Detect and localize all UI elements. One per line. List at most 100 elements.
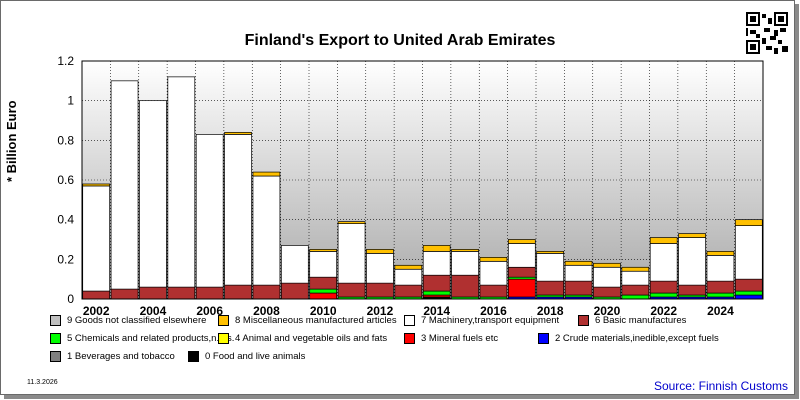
- bar-segment: [337, 221, 366, 224]
- bar-segment: [734, 219, 763, 226]
- bar-segment: [706, 292, 735, 298]
- bar-segment: [422, 245, 451, 252]
- bar-segment: [280, 245, 309, 284]
- bar-segment: [422, 290, 451, 296]
- bar-segment: [536, 251, 565, 254]
- x-tick-label: 2002: [83, 304, 110, 318]
- bar-segment: [564, 280, 593, 296]
- bar-segment: [621, 270, 650, 286]
- y-tick-label: 1: [67, 94, 74, 108]
- bar-segment: [337, 223, 366, 284]
- date-stamp: 11.3.2026: [27, 379, 58, 386]
- bar-segment: [734, 294, 763, 300]
- bar-segment: [139, 286, 167, 300]
- bar-segment: [451, 274, 479, 298]
- bar-segment: [593, 266, 621, 288]
- x-tick-label: 2016: [480, 304, 507, 318]
- bar-segment: [366, 282, 394, 298]
- bar-segment: [309, 292, 338, 300]
- bar-segment: [82, 183, 111, 187]
- bar-segment: [564, 264, 593, 282]
- y-tick-label: 0.8: [57, 133, 74, 147]
- x-tick-label: 2006: [196, 304, 223, 318]
- y-tick-label: 0.6: [57, 173, 74, 187]
- source-label: Source: Finnish Customs: [653, 379, 788, 393]
- bar-segment: [649, 280, 678, 294]
- bar-segment: [110, 288, 139, 300]
- bar-segment: [422, 251, 451, 276]
- bar-segment: [451, 249, 479, 252]
- bar-segment: [564, 260, 593, 266]
- bar-segment: [309, 251, 338, 278]
- bar-segment: [224, 134, 252, 286]
- bar-segment: [309, 276, 338, 290]
- bar-segment: [309, 288, 338, 294]
- bar-segment: [252, 175, 281, 286]
- bar-segment: [734, 278, 763, 292]
- x-tick-label: 2008: [253, 304, 280, 318]
- bar-segment: [507, 243, 536, 268]
- bar-segment: [82, 290, 111, 300]
- bar-segment: [451, 251, 479, 276]
- bar-segment: [337, 282, 366, 298]
- x-tick-label: 2024: [707, 304, 734, 318]
- bar-segment: [678, 284, 706, 296]
- y-tick-label: 0.2: [57, 252, 74, 266]
- bar-segment: [593, 286, 621, 298]
- qr-code-icon: [746, 12, 788, 54]
- bar-segment: [734, 225, 763, 280]
- plot-border: [81, 60, 764, 300]
- bar-segment: [621, 284, 650, 296]
- bar-segment: [280, 282, 309, 300]
- bar-segment: [536, 253, 565, 282]
- x-tick-label: 2012: [367, 304, 394, 318]
- bar-segment: [195, 134, 224, 288]
- chart-title: Finland's Export to United Arab Emirates: [244, 32, 556, 49]
- x-tick-label: 2020: [594, 304, 621, 318]
- bar-segment: [366, 249, 394, 254]
- bar-segment: [621, 294, 650, 300]
- bar-segment: [139, 100, 167, 288]
- bar-segment: [224, 284, 252, 300]
- bar-segment: [309, 249, 338, 252]
- bar-segment: [593, 262, 621, 268]
- bar-segment: [536, 280, 565, 296]
- bar-segment: [167, 286, 196, 300]
- bar-segment: [195, 286, 224, 300]
- bar-segment: [110, 80, 139, 290]
- x-tick-label: 2018: [537, 304, 564, 318]
- bar-segment: [479, 257, 508, 262]
- bar-segment: [507, 278, 536, 298]
- bar-segment: [507, 239, 536, 244]
- x-tick-label: 2014: [423, 304, 450, 318]
- bar-segment: [252, 284, 281, 300]
- bar-segment: [734, 290, 763, 296]
- bar-segment: [422, 274, 451, 292]
- bar-segment: [252, 171, 281, 177]
- bar-segment: [649, 292, 678, 298]
- bar-segment: [224, 132, 252, 135]
- y-tick-label: 0.4: [57, 213, 74, 227]
- x-tick-label: 2004: [140, 304, 167, 318]
- y-tick-label: 0: [67, 292, 74, 306]
- bar-segment: [621, 266, 650, 272]
- x-tick-label: 2010: [310, 304, 337, 318]
- bar-segment: [394, 264, 423, 270]
- x-tick-label: 2022: [650, 304, 677, 318]
- bar-segment: [678, 233, 706, 238]
- bar-segment: [507, 266, 536, 278]
- bar-segment: [706, 251, 735, 256]
- bar-segment: [649, 237, 678, 244]
- bar-segment: [479, 284, 508, 298]
- bar-segment: [706, 280, 735, 294]
- bar-segment: [706, 255, 735, 282]
- bar-segment: [479, 260, 508, 286]
- bar-segment: [678, 237, 706, 286]
- bar-segment: [167, 76, 196, 288]
- bar-segment: [649, 243, 678, 282]
- bar-segment: [394, 268, 423, 286]
- bar-segment: [82, 185, 111, 292]
- bar-segment: [394, 284, 423, 298]
- y-tick-label: 1.2: [57, 54, 74, 68]
